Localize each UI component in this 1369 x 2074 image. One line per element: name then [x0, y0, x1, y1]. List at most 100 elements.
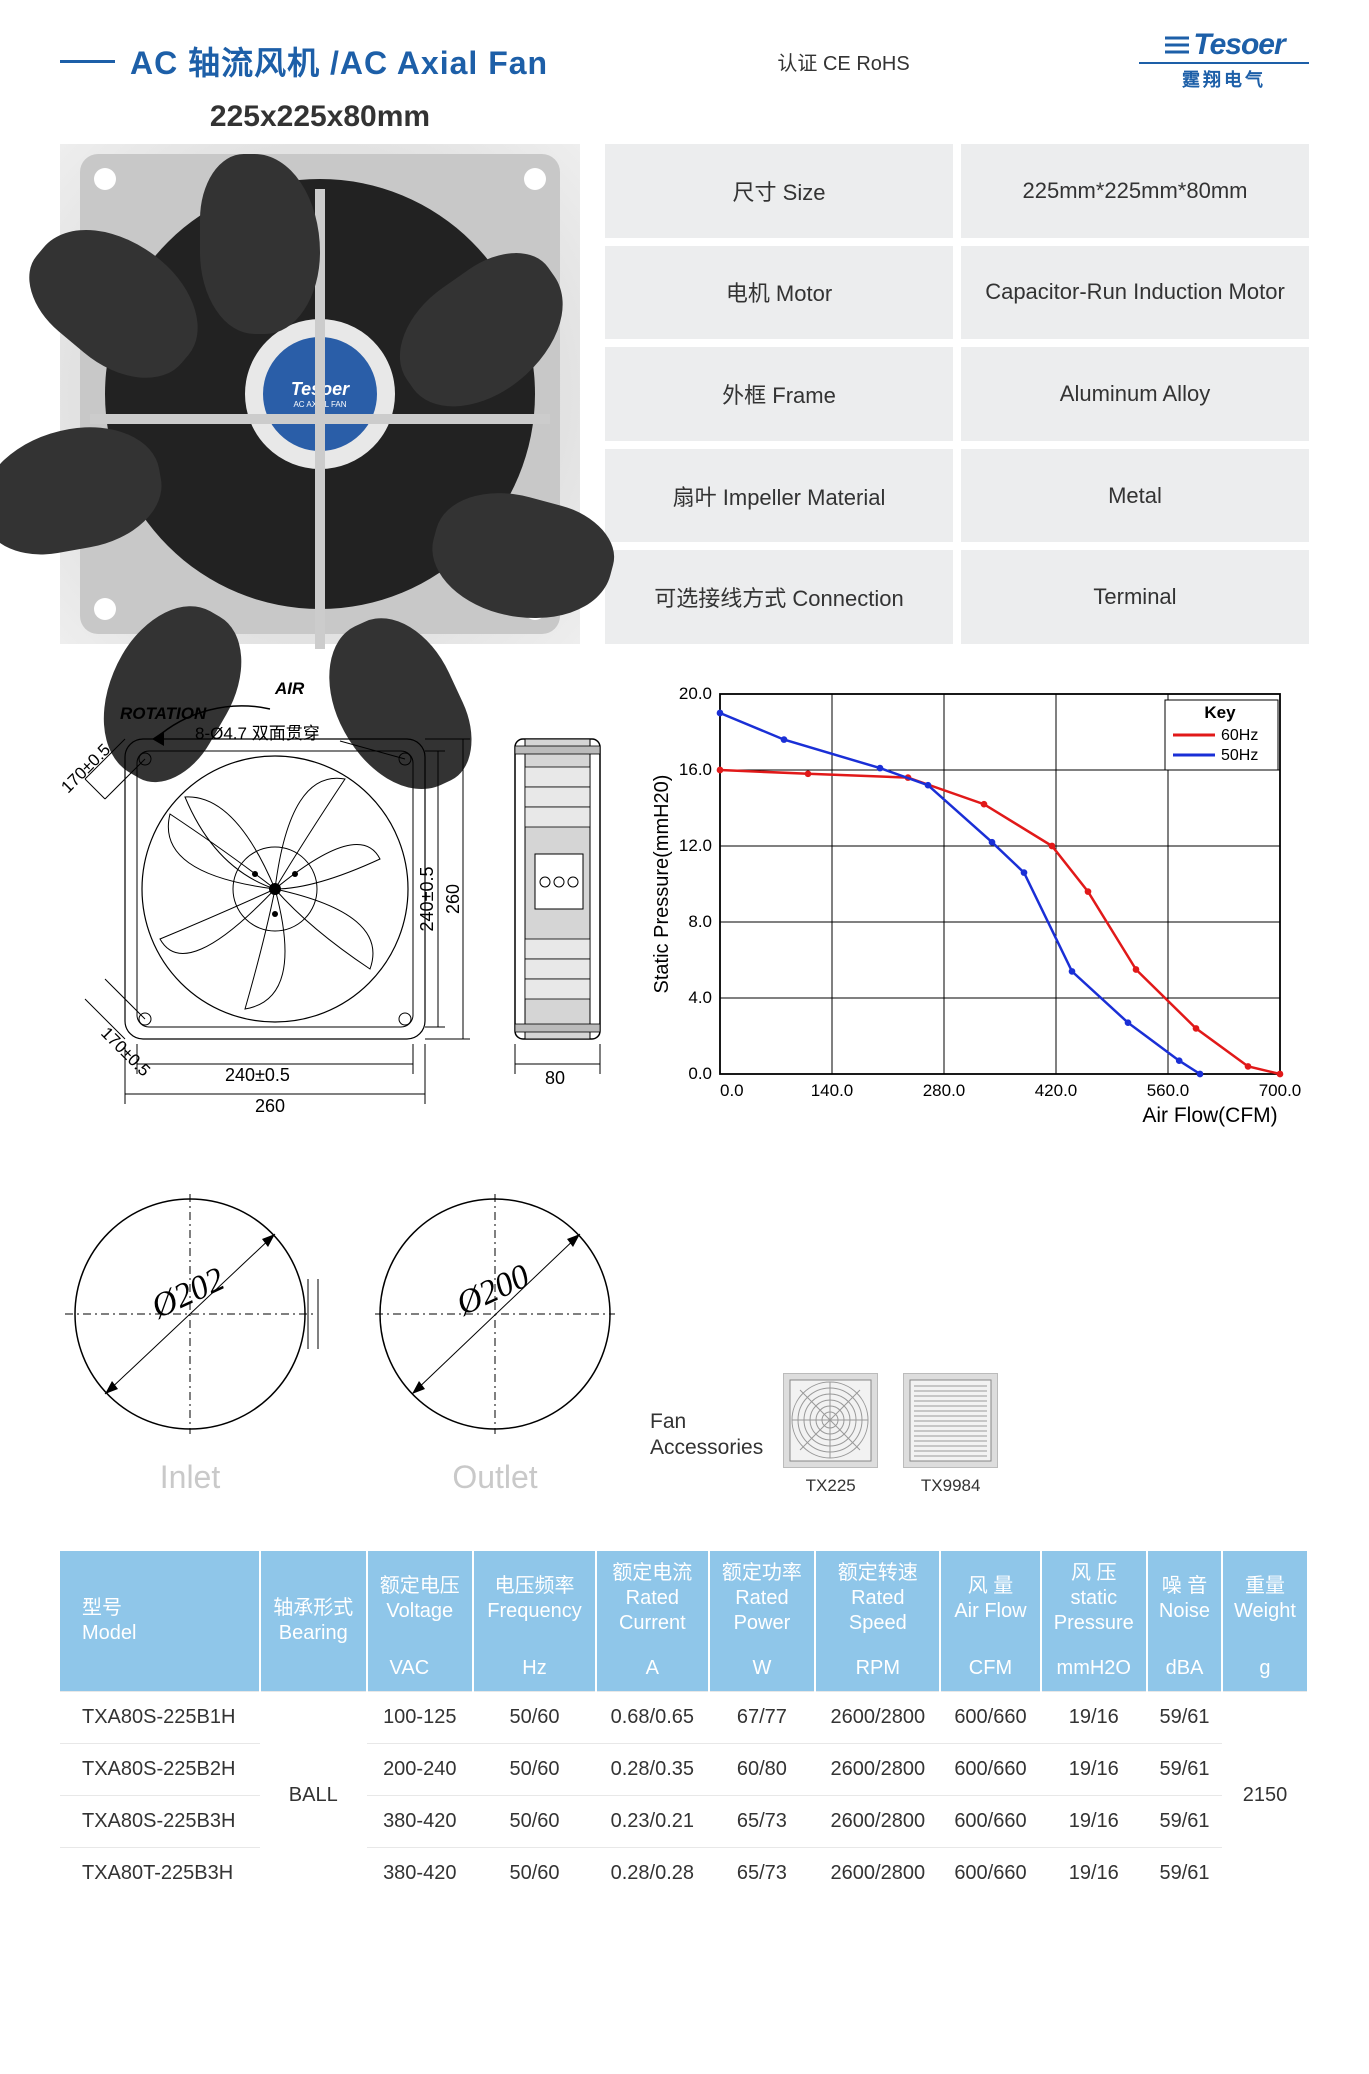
table-header-unit: CFM — [940, 1646, 1040, 1692]
cell-af: 600/660 — [940, 1744, 1040, 1796]
spec-row: 电机 MotorCapacitor-Run Induction Motor — [605, 246, 1309, 340]
front-drawing: AIR ROTATION — [60, 679, 480, 1119]
rotation-label: ROTATION — [120, 704, 207, 723]
cell-p: 65/73 — [709, 1796, 816, 1848]
svg-text:12.0: 12.0 — [679, 836, 712, 855]
accessory-label: TX9984 — [903, 1476, 998, 1496]
table-header: 电压频率Frequency — [473, 1551, 596, 1646]
outlet-diagram: Ø200 Outlet — [370, 1189, 620, 1496]
cell-n: 59/61 — [1147, 1692, 1222, 1744]
inlet-diagram: Ø202 Inlet — [60, 1189, 320, 1496]
table-header: 轴承形式Bearing — [260, 1551, 367, 1692]
table-header: 额定转速RatedSpeed — [815, 1551, 940, 1646]
spec-row: 外框 FrameAluminum Alloy — [605, 347, 1309, 441]
spec-label: 可选接线方式 Connection — [605, 550, 953, 644]
cell-v: 380-420 — [367, 1848, 474, 1900]
table-header-unit: RPM — [815, 1646, 940, 1692]
diag-dim1: 170±0.5 — [60, 740, 114, 797]
accessory-item: TX225 — [783, 1373, 878, 1496]
brand-logo: Tesoer 霆翔电气 — [1139, 30, 1309, 92]
svg-text:60Hz: 60Hz — [1221, 727, 1258, 744]
w-dim: 240±0.5 — [225, 1065, 290, 1085]
filter-icon — [903, 1373, 998, 1468]
svg-text:0.0: 0.0 — [720, 1081, 744, 1100]
air-label: AIR — [274, 679, 305, 698]
header-accent — [60, 60, 115, 63]
cell-model: TXA80S-225B3H — [60, 1796, 260, 1848]
side-drawing: 80 — [485, 679, 640, 1119]
table-header: 型号Model — [60, 1551, 260, 1692]
acc-title-l2: Accessories — [650, 1436, 763, 1459]
h-dim: 240±0.5 — [417, 867, 437, 932]
cell-v: 380-420 — [367, 1796, 474, 1848]
cell-n: 59/61 — [1147, 1848, 1222, 1900]
depth-dim: 80 — [545, 1068, 565, 1088]
spec-row: 可选接线方式 ConnectionTerminal — [605, 550, 1309, 644]
cell-sp: 19/16 — [1041, 1848, 1148, 1900]
svg-text:560.0: 560.0 — [1147, 1081, 1190, 1100]
spec-value: Aluminum Alloy — [961, 347, 1309, 441]
cell-s: 2600/2800 — [815, 1744, 940, 1796]
cell-s: 2600/2800 — [815, 1848, 940, 1900]
cell-c: 0.28/0.28 — [596, 1848, 709, 1900]
cell-f: 50/60 — [473, 1692, 596, 1744]
svg-text:280.0: 280.0 — [923, 1081, 966, 1100]
hole-spec: 8-Ø4.7 双面贯穿 — [195, 724, 320, 743]
spec-row: 扇叶 Impeller MaterialMetal — [605, 449, 1309, 543]
table-row: TXA80T-225B3H 380-42050/600.28/0.2865/732… — [60, 1848, 1308, 1900]
spec-label: 外框 Frame — [605, 347, 953, 441]
spec-row: 尺寸 Size225mm*225mm*80mm — [605, 144, 1309, 238]
cell-weight: 2150 — [1222, 1692, 1308, 1900]
cell-v: 100-125 — [367, 1692, 474, 1744]
cell-model: TXA80T-225B3H — [60, 1848, 260, 1900]
header-left: AC 轴流风机 /AC Axial Fan — [60, 38, 548, 84]
svg-text:16.0: 16.0 — [679, 760, 712, 779]
table-header-unit: mmH2O — [1041, 1646, 1148, 1692]
spec-label: 电机 Motor — [605, 246, 953, 340]
diag-dim2: 170±0.5 — [97, 1023, 154, 1080]
logo-mark-icon — [1163, 34, 1191, 56]
table-row: TXA80S-225B3H380-42050/600.23/0.2165/732… — [60, 1796, 1308, 1848]
cell-sp: 19/16 — [1041, 1692, 1148, 1744]
cell-model: TXA80S-225B2H — [60, 1744, 260, 1796]
svg-text:50Hz: 50Hz — [1221, 747, 1258, 764]
svg-text:420.0: 420.0 — [1035, 1081, 1078, 1100]
data-table: 型号Model轴承形式Bearing额定电压Voltage电压频率Frequen… — [60, 1551, 1309, 1899]
cell-af: 600/660 — [940, 1796, 1040, 1848]
cell-p: 65/73 — [709, 1848, 816, 1900]
table-header-unit: W — [709, 1646, 816, 1692]
svg-text:Key: Key — [1204, 703, 1236, 722]
grill-icon — [783, 1373, 878, 1468]
cell-model: TXA80S-225B1H — [60, 1692, 260, 1744]
table-header-unit: g — [1222, 1646, 1308, 1692]
table-header-unit: dBA — [1147, 1646, 1222, 1692]
cell-c: 0.68/0.65 — [596, 1692, 709, 1744]
cell-af: 600/660 — [940, 1848, 1040, 1900]
performance-chart: 0.0140.0280.0420.0560.0700.00.04.08.012.… — [650, 679, 1309, 1144]
svg-text:Static Pressure(mmH20): Static Pressure(mmH20) — [651, 775, 673, 994]
accessory-label: TX225 — [783, 1476, 878, 1496]
inlet-label: Inlet — [60, 1459, 320, 1496]
cell-f: 50/60 — [473, 1848, 596, 1900]
cell-p: 67/77 — [709, 1692, 816, 1744]
svg-text:700.0: 700.0 — [1259, 1081, 1302, 1100]
table-header-unit: VAC — [367, 1646, 474, 1692]
table-header-unit: A — [596, 1646, 709, 1692]
svg-text:140.0: 140.0 — [811, 1081, 854, 1100]
page-title: AC 轴流风机 /AC Axial Fan — [130, 38, 548, 84]
table-header: 重量Weight — [1222, 1551, 1308, 1646]
cell-p: 60/80 — [709, 1744, 816, 1796]
spec-value: Metal — [961, 449, 1309, 543]
svg-text:Air Flow(CFM): Air Flow(CFM) — [1142, 1104, 1277, 1127]
outlet-label: Outlet — [370, 1459, 620, 1496]
table-header: 风 量Air Flow — [940, 1551, 1040, 1646]
cell-sp: 19/16 — [1041, 1744, 1148, 1796]
svg-text:4.0: 4.0 — [688, 988, 712, 1007]
cell-s: 2600/2800 — [815, 1692, 940, 1744]
svg-text:0.0: 0.0 — [688, 1064, 712, 1083]
table-header: 额定电流RatedCurrent — [596, 1551, 709, 1646]
header: AC 轴流风机 /AC Axial Fan 认证 CE RoHS Tesoer … — [60, 30, 1309, 92]
spec-label: 尺寸 Size — [605, 144, 953, 238]
cell-af: 600/660 — [940, 1692, 1040, 1744]
table-header: 噪 音Noise — [1147, 1551, 1222, 1646]
